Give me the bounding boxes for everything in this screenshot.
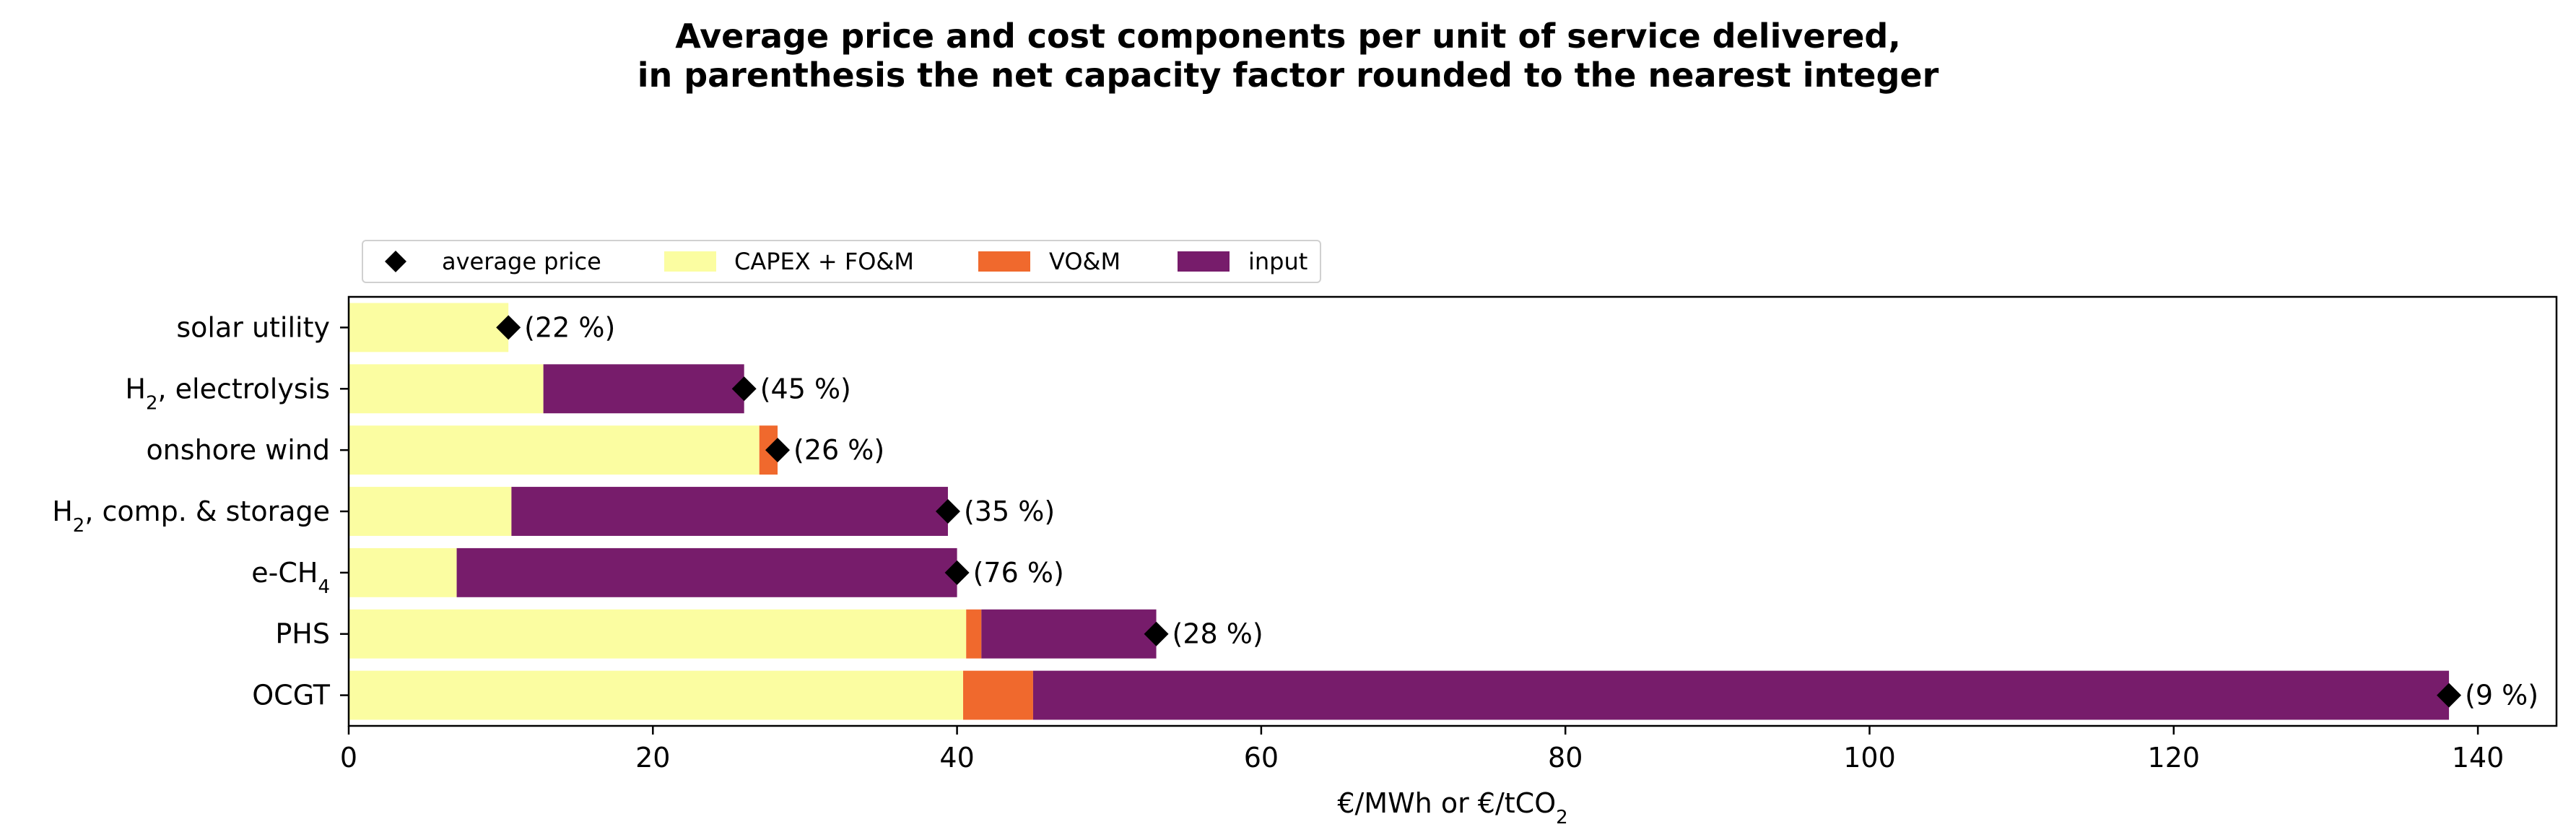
y-tick-label-1: H2, electrolysis <box>125 373 330 414</box>
x-tick-label-7: 140 <box>2452 742 2505 774</box>
y-tick-label-6: OCGT <box>252 680 331 711</box>
bar-1-series-0 <box>349 364 544 414</box>
bar-5-series-1 <box>966 609 982 659</box>
y-tick-label-4: e-CH4 <box>251 557 330 598</box>
legend-label-series-0: CAPEX + FO&M <box>734 248 914 275</box>
legend-swatch-series-1 <box>978 251 1030 272</box>
y-tick-label-3: H2, comp. & storage <box>52 495 330 537</box>
x-tick-label-4: 80 <box>1548 742 1583 774</box>
bar-4-series-2 <box>456 547 957 597</box>
x-tick-label-1: 20 <box>635 742 670 774</box>
x-axis-label: €/MWh or €/tCO2 <box>1337 787 1567 828</box>
bar-5-series-0 <box>349 609 967 659</box>
average-price-marker-1 <box>731 376 757 402</box>
bar-3-series-0 <box>349 487 512 536</box>
legend-label-average-price: average price <box>442 248 601 275</box>
legend-swatch-series-0 <box>664 251 716 272</box>
bar-6-series-2 <box>1032 670 2450 720</box>
capacity-factor-label-2: (26 %) <box>793 434 884 466</box>
capacity-factor-label-1: (45 %) <box>760 373 851 404</box>
average-price-marker-4 <box>944 560 970 585</box>
legend: average price CAPEX + FO&M VO&M input <box>362 240 1321 283</box>
average-price-marker-5 <box>1144 621 1169 646</box>
x-tick-label-6: 120 <box>2148 742 2201 774</box>
chart-title-line-1: Average price and cost components per un… <box>675 17 1901 56</box>
average-price-marker-2 <box>765 438 791 463</box>
legend-swatch-average-price <box>385 251 406 272</box>
capacity-factor-label-4: (76 %) <box>973 557 1064 589</box>
y-tick-label-2: onshore wind <box>146 434 330 466</box>
y-axis: solar utility H2, electrolysis onshore win… <box>52 311 349 711</box>
x-tick-label-3: 60 <box>1244 742 1279 774</box>
bar-6-series-1 <box>963 670 1033 720</box>
bar-0-series-0 <box>349 303 509 352</box>
y-tick-label-5: PHS <box>275 618 330 650</box>
legend-label-series-1: VO&M <box>1049 248 1121 275</box>
x-tick-label-5: 100 <box>1843 742 1896 774</box>
bar-4-series-0 <box>349 547 457 597</box>
legend-swatch-series-2 <box>1178 251 1230 272</box>
capacity-factor-label-3: (35 %) <box>964 495 1055 527</box>
bars-group <box>349 303 2450 720</box>
x-tick-label-2: 40 <box>939 742 974 774</box>
legend-frame <box>362 240 1321 283</box>
bar-1-series-2 <box>543 364 744 414</box>
capacity-factor-label-5: (28 %) <box>1172 618 1263 650</box>
capacity-factor-label-0: (22 %) <box>524 311 615 343</box>
bar-3-series-2 <box>511 487 948 536</box>
x-axis: 0 20 40 60 80 100 120 140 <box>340 726 2504 774</box>
bar-5-series-2 <box>981 609 1157 659</box>
y-tick-label-0: solar utility <box>176 311 330 343</box>
average-price-marker-6 <box>2437 683 2462 708</box>
average-price-marker-0 <box>496 315 521 340</box>
x-tick-label-0: 0 <box>340 742 357 774</box>
legend-label-series-2: input <box>1248 248 1307 275</box>
chart-title-line-2: in parenthesis the net capacity factor r… <box>638 56 1939 95</box>
capacity-factor-labels: (22 %) (45 %) (26 %) (35 %) (76 %) (28 %) (9 %… <box>524 311 2538 711</box>
average-price-marker-3 <box>935 499 960 524</box>
bar-2-series-0 <box>349 425 760 475</box>
bar-6-series-0 <box>349 670 964 720</box>
average-price-markers <box>496 315 2462 708</box>
capacity-factor-label-6: (9 %) <box>2465 680 2538 711</box>
